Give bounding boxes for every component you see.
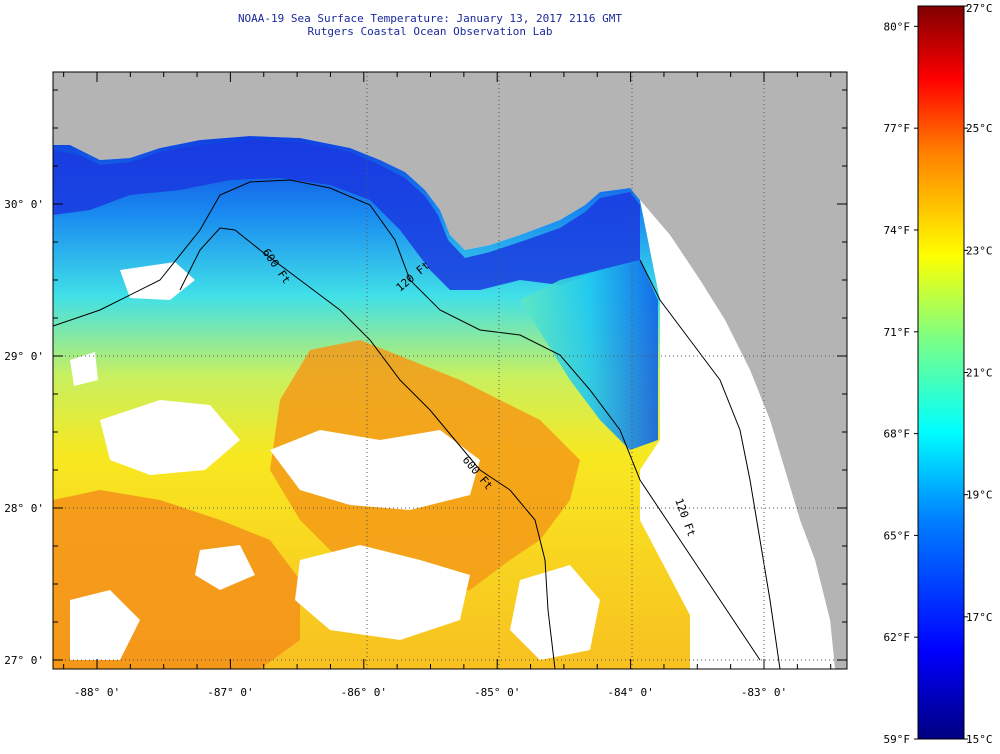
cloud-patch-7	[510, 565, 600, 660]
longitude-label: -85° 0'	[474, 686, 520, 699]
graticule	[53, 72, 847, 669]
colorbar-fahrenheit-label: 74°F	[884, 224, 911, 237]
colorbar-celsius-label: 27°C	[966, 2, 993, 15]
cloud-patch-5	[295, 545, 470, 640]
latitude-label: 27° 0'	[4, 654, 44, 667]
no-data-east	[640, 200, 835, 669]
cloud-patch-2	[70, 352, 98, 386]
colorbar-celsius-label: 23°C	[966, 244, 993, 257]
longitude-label: -88° 0'	[74, 686, 120, 699]
colorbar-fahrenheit-label: 68°F	[884, 428, 911, 441]
sst-nearshore-cool	[53, 140, 640, 290]
cloud-patch-8	[195, 545, 255, 590]
cloud-patch-3	[100, 400, 240, 475]
latitude-label: 29° 0'	[4, 350, 44, 363]
land-northern-coast	[53, 72, 847, 669]
colorbar-celsius-label: 17°C	[966, 611, 993, 624]
latitude-label: 28° 0'	[4, 502, 44, 515]
longitude-label: -87° 0'	[207, 686, 253, 699]
sst-east-shelf	[520, 260, 658, 450]
longitude-label: -83° 0'	[741, 686, 787, 699]
longitude-label: -86° 0'	[341, 686, 387, 699]
map-title: NOAA-19 Sea Surface Temperature: January…	[237, 12, 623, 25]
colorbar-fahrenheit-label: 71°F	[884, 326, 911, 339]
colorbar-celsius-label: 25°C	[966, 122, 993, 135]
colorbar-celsius-label: 19°C	[966, 489, 993, 502]
colorbar-fahrenheit-label: 80°F	[884, 20, 911, 33]
map-border	[52, 71, 848, 670]
colorbar-celsius-label: 21°C	[966, 367, 993, 380]
colorbar-fahrenheit-label: 65°F	[884, 529, 911, 542]
isobath-120ft	[53, 179, 761, 661]
colorbar	[917, 5, 965, 740]
colorbar-ticks: 27°C 25°C 23°C 21°C 19°C 17°C 15°C 80°F 77°F 74°F…	[884, 2, 993, 746]
cloud-patch-4	[270, 430, 480, 510]
map-subtitle: Rutgers Coastal Ocean Observation Lab	[307, 25, 553, 38]
coastline-east	[639, 259, 781, 669]
colorbar-celsius-label: 15°C	[966, 733, 993, 746]
cloud-patch-6	[70, 590, 140, 660]
colorbar-fahrenheit-label: 59°F	[884, 733, 911, 746]
colorbar-fahrenheit-label: 62°F	[884, 631, 911, 644]
isobath-600ft	[179, 227, 556, 669]
colorbar-fahrenheit-label: 77°F	[884, 122, 911, 135]
latitude-label: 30° 0'	[4, 198, 44, 211]
longitude-label: -84° 0'	[607, 686, 653, 699]
axis-ticks: -88° 0' -87° 0' -86° 0' -85° 0' -84° 0' -83° …	[4, 72, 847, 699]
